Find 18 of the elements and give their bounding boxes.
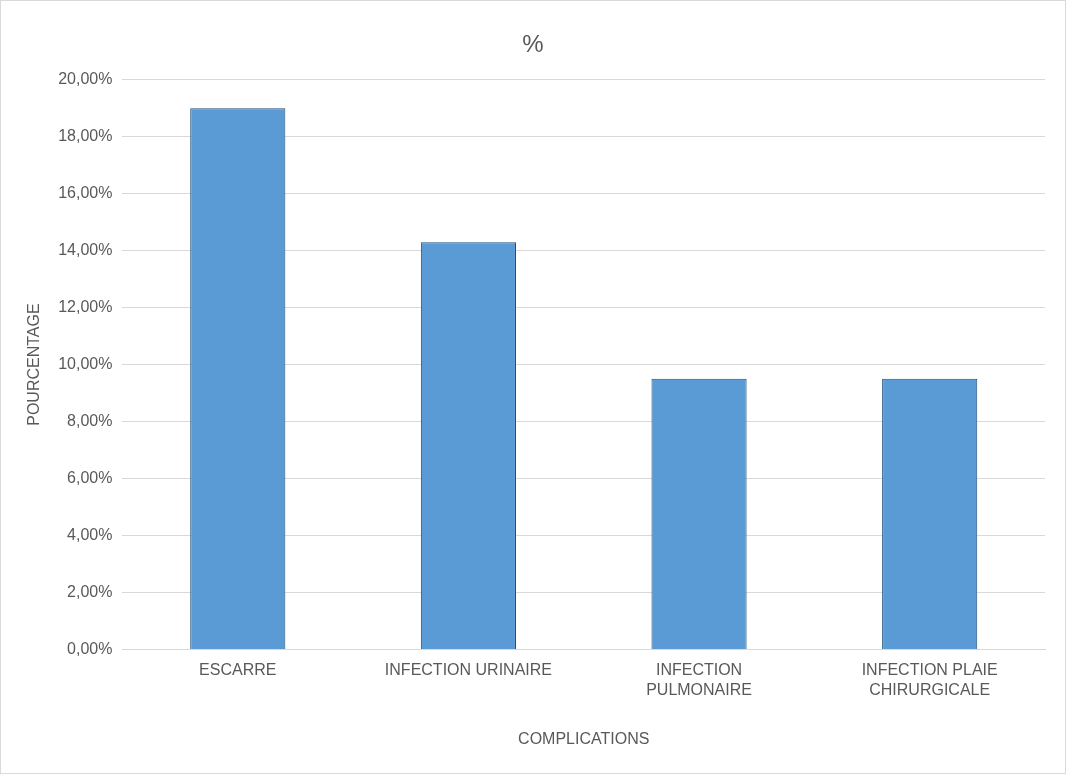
y-tick-label: 6,00%: [67, 468, 113, 486]
chart-title: %: [522, 30, 544, 58]
y-tick-label: 8,00%: [67, 411, 113, 429]
y-tick-label: 0,00%: [67, 639, 113, 657]
y-tick-label: 2,00%: [67, 582, 113, 600]
x-tick-label: INFECTION PULMONAIRE: [646, 661, 752, 698]
y-tick-label: 10,00%: [58, 355, 113, 373]
y-tick-label: 20,00%: [58, 70, 113, 88]
x-axis-title: COMPLICATIONS: [518, 729, 650, 747]
y-axis-title: POURCENTAGE: [25, 303, 43, 426]
x-tick-label: INFECTION PLAIE CHIRURGICALE: [861, 661, 998, 698]
y-tick-label: 16,00%: [58, 184, 113, 202]
y-tick-label: 4,00%: [67, 525, 113, 543]
x-tick-label: ESCARRE: [199, 661, 277, 679]
x-tick-label: INFECTION URINAIRE: [384, 661, 552, 679]
y-tick-label: 14,00%: [58, 241, 113, 259]
y-tick-label: 18,00%: [58, 127, 113, 145]
y-tick-label: 12,00%: [58, 298, 113, 316]
